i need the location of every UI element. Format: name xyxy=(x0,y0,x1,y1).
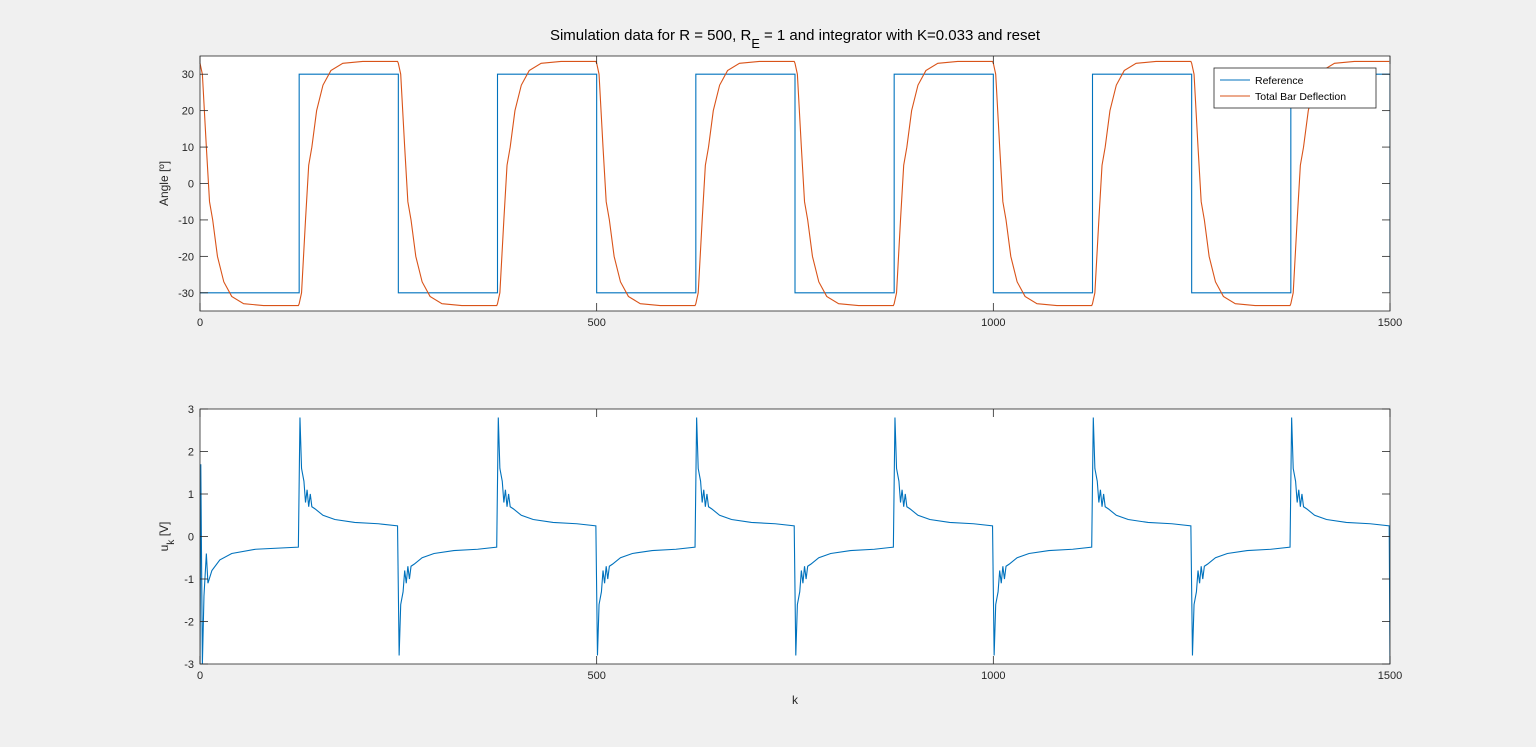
y-tick-label: 1 xyxy=(188,489,194,501)
x-tick-label: 1000 xyxy=(981,670,1005,682)
x-tick-label: 0 xyxy=(197,317,203,329)
y-tick-label: -20 xyxy=(178,251,194,263)
y-tick-label: 0 xyxy=(188,532,194,544)
legend-label: Total Bar Deflection xyxy=(1255,91,1346,103)
y-tick-label: 3 xyxy=(188,404,194,416)
y-axis-label: Angle [º] xyxy=(157,161,171,206)
y-tick-label: -30 xyxy=(178,288,194,300)
y-tick-label: 0 xyxy=(188,179,194,191)
y-axis-label-part: k xyxy=(166,539,177,545)
y-tick-label: -1 xyxy=(184,574,194,586)
legend-box xyxy=(1213,67,1377,109)
x-tick-label: 1000 xyxy=(981,317,1005,329)
x-axis-label: k xyxy=(792,693,799,707)
chart-title: Simulation data for R = 500, RE = 1 and … xyxy=(550,27,1041,51)
x-tick-label: 0 xyxy=(197,670,203,682)
y-axis-label-part: u xyxy=(157,545,171,552)
data-line xyxy=(200,60,1390,307)
legend-label: Reference xyxy=(1255,75,1304,87)
y-tick-label: 30 xyxy=(182,69,194,81)
y-tick-label: 20 xyxy=(182,106,194,118)
data-line xyxy=(200,73,1390,294)
y-tick-label: 2 xyxy=(188,447,194,459)
chart-title-part: = 1 and integrator with K=0.033 and rese… xyxy=(760,27,1041,44)
chart-title-part: E xyxy=(751,36,760,51)
x-tick-label: 1500 xyxy=(1378,317,1402,329)
y-tick-label: -10 xyxy=(178,215,194,227)
chart-title-part: Simulation data for R = 500, R xyxy=(550,27,752,44)
y-axis-label-part: [V] xyxy=(157,522,171,540)
y-tick-label: 10 xyxy=(182,142,194,154)
y-tick-label: -2 xyxy=(184,617,194,629)
y-tick-label: -3 xyxy=(184,659,194,671)
data-line xyxy=(200,417,1390,664)
y-axis-label: uk [V] xyxy=(157,522,177,552)
x-tick-label: 1500 xyxy=(1378,670,1402,682)
x-tick-label: 500 xyxy=(587,317,605,329)
x-tick-label: 500 xyxy=(587,670,605,682)
